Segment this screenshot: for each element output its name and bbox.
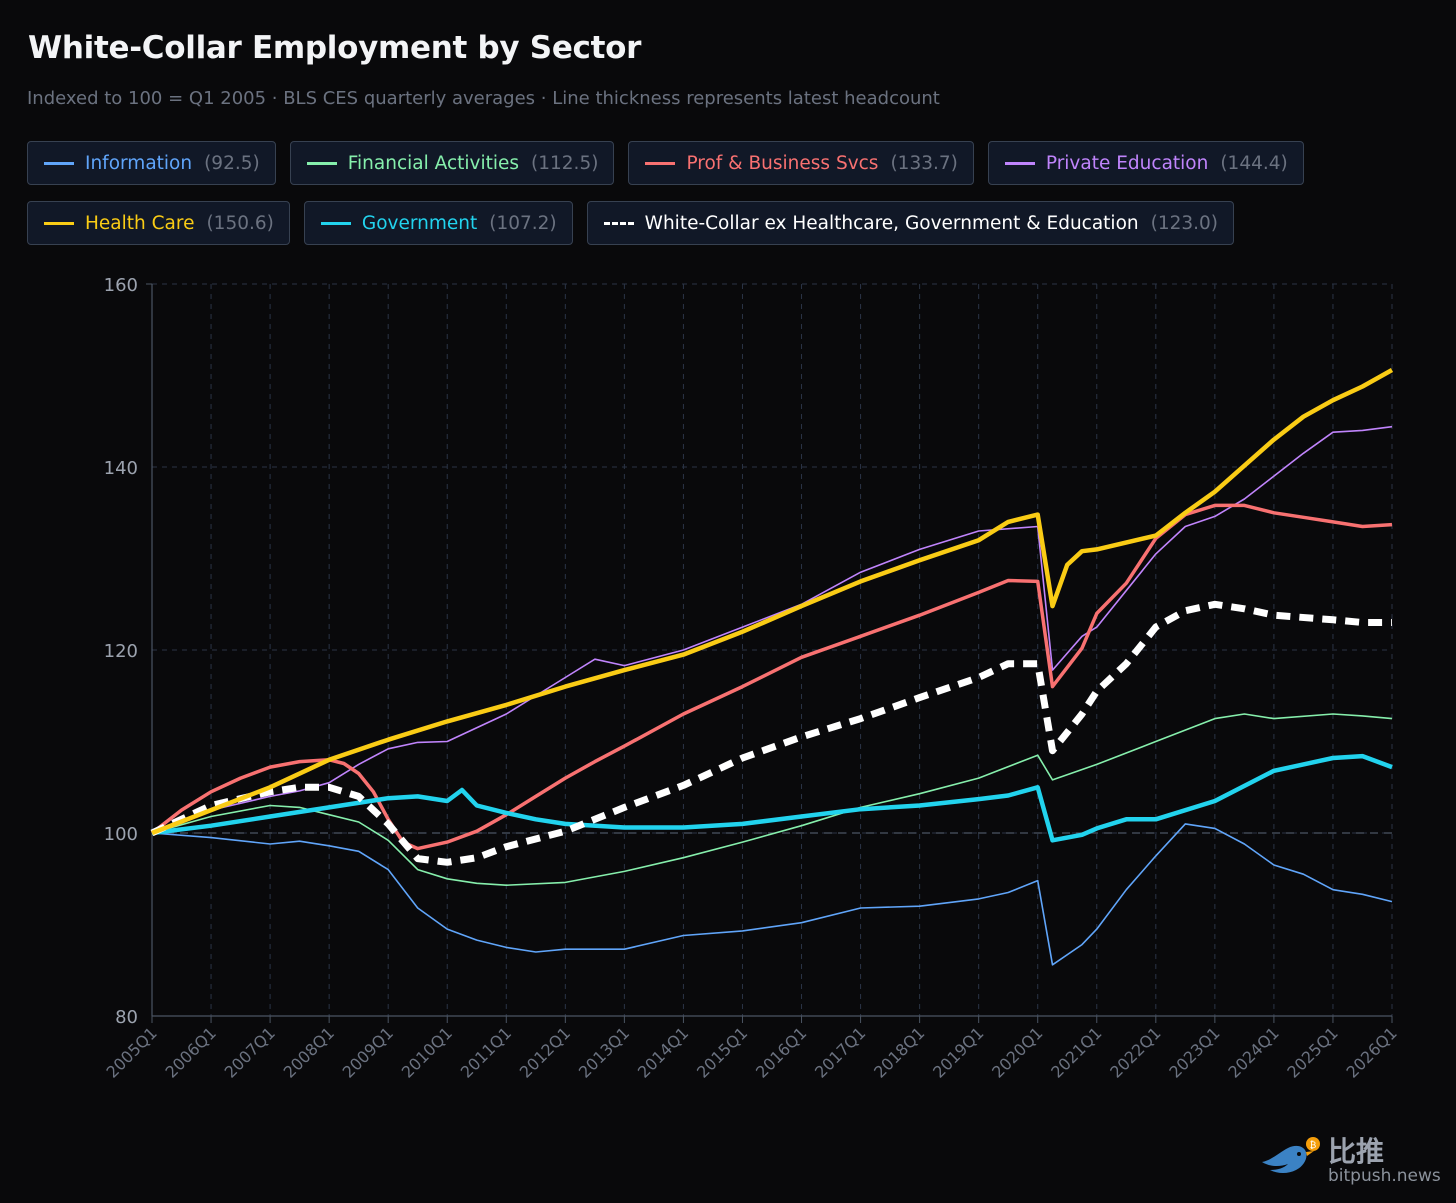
x-tick-label: 2011Q1 (457, 1023, 515, 1081)
legend-item-prof-business-svcs[interactable]: Prof & Business Svcs (133.7) (628, 141, 974, 185)
x-tick-label: 2005Q1 (102, 1023, 160, 1081)
x-tick-label: 2018Q1 (870, 1023, 928, 1081)
watermark-text-cn: 比推 (1328, 1135, 1385, 1168)
x-tick-label: 2024Q1 (1224, 1023, 1282, 1081)
series-line-government (151, 753, 1393, 843)
legend-value: (107.2) (489, 212, 557, 234)
svg-text:₿: ₿ (1310, 1140, 1317, 1151)
x-tick-label: 2023Q1 (1165, 1023, 1223, 1081)
x-tick-label: 2012Q1 (516, 1023, 574, 1081)
legend-value: (123.0) (1150, 212, 1219, 234)
x-tick-label: 2019Q1 (929, 1023, 987, 1081)
x-tick-label: 2020Q1 (988, 1023, 1046, 1081)
legend-item-financial-activities[interactable]: Financial Activities (112.5) (289, 141, 615, 185)
series-line-health-care (151, 368, 1394, 836)
x-tick-label: 2022Q1 (1106, 1023, 1164, 1081)
y-tick-label: 160 (104, 275, 138, 296)
x-tick-label: 2016Q1 (752, 1023, 810, 1081)
legend-item-information[interactable]: Information (92.5) (27, 141, 276, 185)
legend-label: Government (361, 212, 478, 234)
legend-value: (112.5) (531, 152, 599, 174)
series-line-financial-activities (151, 713, 1393, 886)
legend-value: (92.5) (204, 152, 260, 174)
legend-value: (133.7) (890, 152, 958, 174)
series-line-white-collar-ex-healthcare-government-education (150, 600, 1392, 866)
legend-swatch (44, 221, 74, 225)
x-tick-label: 2014Q1 (634, 1023, 692, 1081)
series-line-information (151, 823, 1393, 966)
x-tick-label: 2015Q1 (693, 1023, 751, 1081)
legend-item-private-education[interactable]: Private Education (144.4) (987, 141, 1304, 185)
legend-value: (150.6) (206, 212, 274, 234)
series-line-prof-business-svcs (150, 503, 1393, 851)
legend-item-health-care[interactable]: Health Care (150.6) (27, 201, 290, 245)
x-tick-label: 2026Q1 (1342, 1023, 1400, 1081)
chart-subtitle: Indexed to 100 = Q1 2005 · BLS CES quart… (27, 88, 940, 109)
x-tick-label: 2009Q1 (339, 1023, 397, 1081)
x-tick-label: 2010Q1 (398, 1023, 456, 1081)
legend-item-white-collar-ex[interactable]: White-Collar ex Healthcare, Government &… (586, 201, 1235, 245)
y-tick-label: 120 (104, 641, 138, 662)
x-tick-label: 2007Q1 (221, 1023, 279, 1081)
x-tick-label: 2008Q1 (280, 1023, 338, 1081)
legend-label: Health Care (85, 212, 195, 234)
legend-swatch (603, 221, 634, 225)
legend-swatch (306, 161, 337, 165)
x-tick-label: 2017Q1 (811, 1023, 869, 1081)
legend-swatch (645, 161, 676, 165)
x-tick-label: 2021Q1 (1047, 1023, 1105, 1081)
legend-swatch (1004, 161, 1035, 165)
watermark: ₿ 比推 bitpush.news (1258, 1130, 1448, 1190)
legend-label: Information (85, 152, 193, 174)
bird-logo-icon: ₿ (1262, 1137, 1320, 1173)
legend: Information (92.5) Financial Activities … (27, 141, 1427, 245)
legend-swatch (320, 221, 351, 225)
legend-swatch (44, 161, 74, 165)
y-tick-label: 140 (104, 458, 138, 479)
legend-label: Financial Activities (347, 152, 520, 174)
x-tick-label: 2013Q1 (575, 1023, 633, 1081)
legend-label: Private Education (1045, 152, 1209, 174)
legend-value: (144.4) (1220, 152, 1288, 174)
y-tick-label: 80 (115, 1007, 138, 1028)
x-tick-label: 2025Q1 (1283, 1023, 1341, 1081)
watermark-text-en: bitpush.news (1328, 1166, 1441, 1186)
legend-label: Prof & Business Svcs (686, 152, 879, 174)
legend-label: White-Collar ex Healthcare, Government &… (644, 212, 1139, 234)
series-line-private-education (151, 425, 1393, 834)
legend-item-government[interactable]: Government (107.2) (303, 201, 573, 245)
chart-title: White-Collar Employment by Sector (28, 30, 642, 66)
x-tick-label: 2006Q1 (162, 1023, 220, 1081)
y-tick-label: 100 (104, 824, 138, 845)
